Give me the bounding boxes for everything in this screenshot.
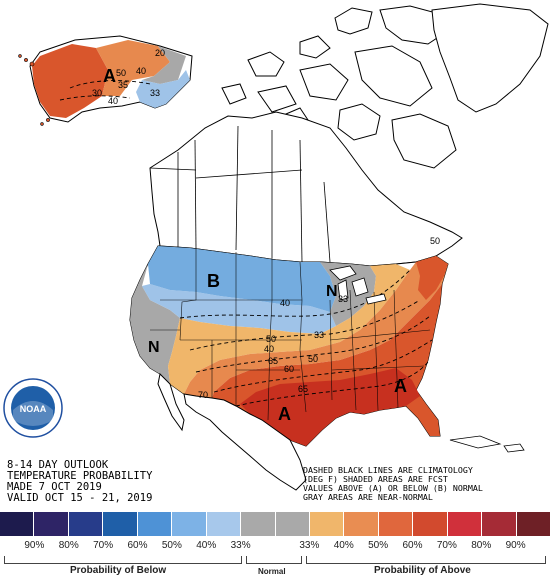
greenland — [431, 3, 549, 113]
north-below-50 — [148, 246, 336, 312]
legend-color-bar — [0, 512, 550, 536]
contour-label: 60 — [284, 364, 294, 374]
legend-percent-label: 33% — [230, 540, 251, 551]
great-lakes — [329, 265, 387, 305]
contour-label: 65 — [268, 356, 278, 366]
legend-swatch — [378, 512, 414, 536]
legend-swatch — [482, 512, 517, 536]
west-normal-label: N — [148, 339, 160, 356]
north-below-40 — [142, 284, 336, 334]
contour-label: 50 — [308, 354, 318, 364]
contour-label: 50 — [430, 236, 440, 246]
note-line-3: VALUES ABOVE (A) OR BELOW (B) NORMAL — [303, 483, 483, 493]
legend-percent-label: 70% — [93, 540, 114, 551]
legend-percent-label: 60% — [127, 540, 148, 551]
climatology-lines — [59, 80, 433, 407]
aleutians — [18, 54, 50, 126]
great-lakes-normal-area — [320, 262, 376, 326]
legend-swatch — [413, 512, 448, 536]
caribbean — [449, 435, 525, 453]
alaska-normal — [142, 46, 186, 84]
province-lines — [149, 125, 331, 263]
north-below-label: B — [207, 271, 220, 291]
legend-percent-label: 50% — [368, 540, 389, 551]
legend-percent-label: 70% — [436, 540, 457, 551]
contour-label: 40 — [136, 66, 146, 76]
above-bracket — [306, 556, 546, 564]
legend-swatch — [516, 512, 550, 536]
title-line-3: MADE 7 OCT 2019 — [7, 481, 102, 493]
contour-label: 40 — [264, 344, 274, 354]
legend-percent-label: 33% — [299, 540, 320, 551]
legend-swatch — [34, 512, 69, 536]
contour-label: 33 — [150, 88, 160, 98]
title-block: 8-14 DAY OUTLOOK TEMPERATURE PROBABILITY… — [7, 459, 153, 504]
legend-percent-labels: 90% 80% 70% 60% 50% 40% 33% 33% 40% 50% 60% 70% 80% 9… — [0, 540, 550, 554]
legend-swatch — [275, 512, 310, 536]
legend-swatch — [68, 512, 104, 536]
contour-label: 50 — [116, 68, 126, 78]
legend-percent-label: 40% — [196, 540, 217, 551]
contour-label: 20 — [155, 48, 165, 58]
legend-percent-label: 50% — [161, 540, 182, 551]
title-line-4: VALID OCT 15 - 21, 2019 — [7, 492, 152, 504]
probability-legend: 90% 80% 70% 60% 50% 40% 33% 33% 40% 50% 60% 70% 80% 9… — [0, 512, 550, 581]
below-bracket — [4, 556, 242, 564]
legend-swatch — [206, 512, 242, 536]
northeast-above-60 — [416, 256, 448, 300]
below-label: Probability of Below — [70, 565, 167, 576]
contour-label: 30 — [92, 88, 102, 98]
legend-swatch — [172, 512, 207, 536]
note-block: DASHED BLACK LINES ARE CLIMATOLOGY (DEG … — [303, 465, 483, 502]
legend-percent-label: 90% — [24, 540, 45, 551]
legend-swatch — [0, 512, 35, 536]
mexico — [183, 393, 307, 491]
legend-swatch — [241, 512, 276, 536]
west-normal-area — [130, 264, 180, 384]
south-above-label: A — [278, 404, 291, 424]
great-lakes-normal-label: N — [326, 283, 338, 300]
note-line-2: (DEG F) SHADED AREAS ARE FCST — [303, 474, 448, 484]
legend-swatch — [137, 512, 173, 536]
normal-label: Normal — [258, 567, 286, 576]
legend-swatch — [447, 512, 483, 536]
contour-label: 35 — [118, 80, 128, 90]
title-line-2: TEMPERATURE PROBABILITY — [7, 470, 153, 482]
legend-percent-label: 90% — [505, 540, 526, 551]
above-label: Probability of Above — [374, 565, 471, 576]
alaska-above-50 — [32, 44, 108, 118]
gulf-above-70 — [240, 368, 420, 446]
legend-percent-label: 80% — [58, 540, 79, 551]
normal-bracket — [246, 556, 302, 564]
contour-label: 33 — [338, 294, 348, 304]
note-line-1: DASHED BLACK LINES ARE CLIMATOLOGY — [303, 465, 473, 475]
central-above-40 — [168, 264, 410, 394]
legend-swatch — [309, 512, 345, 536]
outlook-map: A N B N A A 50 40 35 30 33 20 40 40 33 5… — [3, 3, 549, 504]
contour-label: 40 — [280, 298, 290, 308]
baja-california — [157, 372, 185, 432]
contour-label: 33 — [314, 330, 324, 340]
legend-percent-label: 40% — [333, 540, 354, 551]
legend-swatch — [103, 512, 138, 536]
contour-label: 65 — [298, 384, 308, 394]
east-above-50 — [184, 256, 448, 398]
contour-label: 70 — [198, 390, 208, 400]
note-line-4: GRAY AREAS ARE NEAR-NORMAL — [303, 492, 433, 502]
alaska-above-40 — [96, 40, 170, 96]
noaa-logo: NOAA — [3, 378, 63, 438]
southeast-above-label: A — [394, 376, 407, 396]
alaska-above-label: A — [103, 66, 116, 86]
noaa-logo-text: NOAA — [20, 404, 47, 414]
contour-label: 40 — [108, 96, 118, 106]
legend-percent-label: 80% — [471, 540, 492, 551]
legend-swatch — [344, 512, 379, 536]
legend-percent-label: 60% — [402, 540, 423, 551]
alaska-below-40 — [136, 70, 190, 108]
contour-label: 50 — [266, 334, 276, 344]
title-line-1: 8-14 DAY OUTLOOK — [7, 459, 109, 471]
